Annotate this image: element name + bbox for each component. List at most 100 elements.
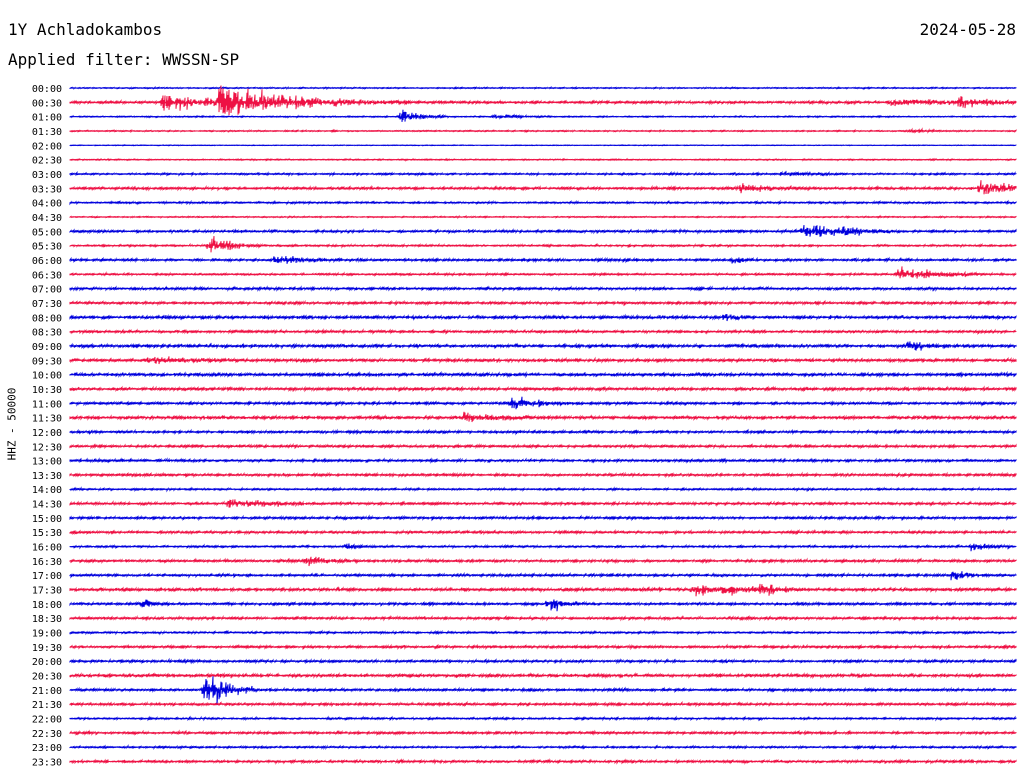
trace-time-label: 22:00 [32,715,62,726]
trace-time-label: 23:30 [32,758,62,769]
trace-time-label: 21:30 [32,700,62,711]
trace-time-label: 22:30 [32,729,62,740]
trace-time-label: 17:00 [32,571,62,582]
seismic-trace [69,328,1017,336]
trace-time-label: 03:30 [32,184,62,195]
seismic-trace [69,285,1017,292]
seismic-trace [69,442,1017,450]
seismic-trace [69,571,1017,581]
trace-time-label: 08:00 [32,313,62,324]
trace-time-label: 01:00 [32,113,62,124]
trace-time-label: 07:30 [32,299,62,310]
filter-label: Applied filter: WWSSN-SP [8,50,240,69]
trace-time-label: 12:30 [32,442,62,453]
seismic-trace [69,499,1017,508]
trace-time-label: 18:30 [32,614,62,625]
seismic-trace [69,514,1017,522]
trace-time-label: 13:00 [32,457,62,468]
trace-time-label: 10:30 [32,385,62,396]
trace-time-label: 14:30 [32,500,62,511]
seismic-trace [69,729,1017,737]
trace-time-label: 10:00 [32,371,62,382]
seismic-trace [69,143,1017,147]
trace-time-label: 23:00 [32,743,62,754]
seismic-trace [69,543,1017,552]
trace-time-label: 21:00 [32,686,62,697]
trace-time-label: 13:30 [32,471,62,482]
seismic-trace [69,715,1017,722]
trace-time-label: 04:00 [32,199,62,210]
seismic-trace [69,85,1017,91]
trace-time-label: 17:30 [32,586,62,597]
trace-time-label: 11:00 [32,399,62,410]
seismic-trace [69,199,1017,206]
seismic-trace [69,486,1017,493]
trace-time-label: 01:30 [32,127,62,138]
seismic-trace [69,528,1017,536]
trace-time-label: 03:00 [32,170,62,181]
trace-time-label: 11:30 [32,414,62,425]
seismic-trace [69,157,1017,162]
station-title: 1Y Achladokambos [8,20,163,39]
seismic-trace [69,214,1017,220]
trace-time-label: 16:30 [32,557,62,568]
trace-time-label: 20:00 [32,657,62,668]
trace-time-label: 15:00 [32,514,62,525]
trace-time-label: 02:30 [32,156,62,167]
trace-time-label: 02:00 [32,141,62,152]
trace-time-label: 09:00 [32,342,62,353]
seismic-trace [69,85,1017,116]
trace-time-label: 14:00 [32,485,62,496]
trace-time-label: 04:30 [32,213,62,224]
seismic-trace [69,396,1017,410]
seismic-trace [69,676,1017,706]
seismic-trace [69,356,1017,365]
seismic-trace [69,127,1017,134]
seismic-trace [69,599,1017,612]
seismic-trace [69,700,1017,708]
seismic-trace [69,428,1017,436]
seismic-trace [69,629,1017,636]
trace-time-label: 09:30 [32,356,62,367]
seismic-trace [69,556,1017,567]
seismic-trace [69,341,1017,351]
seismic-trace [69,672,1017,680]
trace-time-label: 18:00 [32,600,62,611]
trace-time-label: 16:00 [32,543,62,554]
trace-time-label: 00:00 [32,84,62,95]
trace-time-label: 15:30 [32,528,62,539]
seismic-trace [69,313,1017,322]
seismic-trace [69,385,1017,393]
trace-time-label: 08:30 [32,328,62,339]
seismic-trace [69,583,1017,597]
trace-time-label: 05:30 [32,242,62,253]
seismic-trace [69,299,1017,307]
trace-time-label: 05:00 [32,227,62,238]
trace-time-label: 19:00 [32,629,62,640]
seismic-trace [69,370,1017,379]
trace-time-label: 20:30 [32,672,62,683]
trace-time-label: 19:30 [32,643,62,654]
trace-time-label: 12:00 [32,428,62,439]
seismic-trace [69,266,1017,279]
seismic-trace [69,744,1017,751]
trace-time-label: 06:00 [32,256,62,267]
seismic-trace [69,614,1017,622]
seismic-trace [69,225,1017,237]
plot-date: 2024-05-28 [919,20,1016,39]
seismic-trace [69,109,1017,122]
seismic-trace [69,457,1017,464]
trace-time-label: 06:30 [32,270,62,281]
trace-time-label: 07:00 [32,285,62,296]
seismic-trace [69,180,1017,195]
seismic-trace [69,411,1017,423]
seismic-trace [69,471,1017,479]
trace-time-label: 00:30 [32,98,62,109]
seismic-trace [69,758,1017,765]
seismic-trace [69,170,1017,178]
seismic-trace [69,255,1017,264]
seismic-trace [69,657,1017,665]
seismic-trace [69,236,1017,253]
seismic-trace [69,643,1017,651]
